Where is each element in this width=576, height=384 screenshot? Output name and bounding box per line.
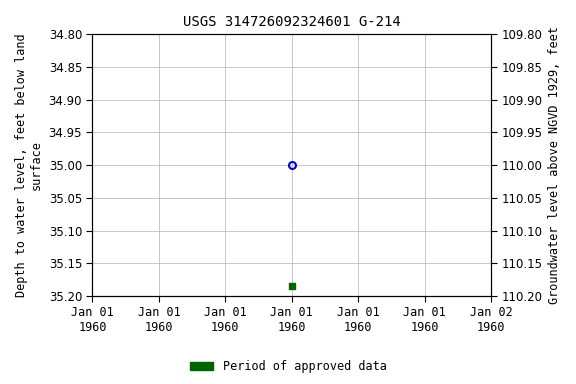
Legend: Period of approved data: Period of approved data — [185, 356, 391, 378]
Title: USGS 314726092324601 G-214: USGS 314726092324601 G-214 — [183, 15, 401, 29]
Y-axis label: Depth to water level, feet below land
surface: Depth to water level, feet below land su… — [15, 33, 43, 297]
Y-axis label: Groundwater level above NGVD 1929, feet: Groundwater level above NGVD 1929, feet — [548, 26, 561, 304]
